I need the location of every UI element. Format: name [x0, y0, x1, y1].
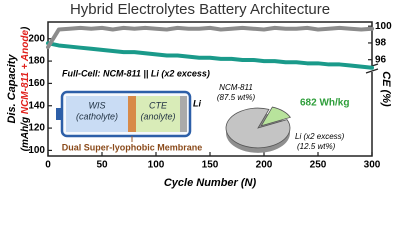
- y-tick-label: 180: [28, 56, 45, 67]
- chart-title: Hybrid Electrolytes Battery Architecture: [70, 1, 330, 18]
- catholyte-sub: (catholyte): [76, 111, 118, 121]
- cell-label: Full-Cell: NCM-811 || Li (x2 excess): [62, 68, 210, 78]
- y-axis-label: Dis. Capacity: [6, 54, 18, 124]
- page: {"chart_data": [ {"type": "line", "title…: [5, 0, 393, 189]
- inset: Full-Cell: NCM-811 || Li (x2 excess) WIS…: [56, 68, 210, 152]
- x-tick-label: 300: [364, 160, 381, 171]
- x-tick-label: 150: [202, 160, 219, 171]
- x-tick-label: 100: [148, 160, 165, 171]
- x-tick-label: 200: [256, 160, 273, 171]
- y2-tick-label: 100: [375, 21, 392, 32]
- y-tick-label: 100: [28, 145, 45, 156]
- y-unit-part: NCM-811 + Anode: [20, 30, 31, 115]
- y-unit-part: (mAh/g: [20, 114, 31, 151]
- y-tick-label: 200: [28, 33, 45, 44]
- y-tick-label: 120: [28, 123, 45, 134]
- pie-inset: NCM-811(87.5 wt%) Li (x2 excess)(12.5 wt%…: [217, 83, 349, 153]
- anolyte-label: CTE: [149, 100, 168, 110]
- x-tick-label: 50: [96, 160, 108, 171]
- pie-label: Li (x2 excess): [295, 132, 345, 141]
- y2-axis-label: CE (%): [380, 71, 392, 107]
- anolyte-sub: (anolyte): [140, 111, 175, 121]
- pie-slice: [225, 107, 291, 149]
- series-line: [46, 41, 374, 70]
- pie-value-label: (87.5 wt%): [217, 93, 256, 102]
- catholyte-label: WIS: [89, 100, 106, 110]
- y-unit-part: ): [20, 26, 31, 31]
- y-axis-unit: (mAh/g NCM-811 + Anode): [20, 26, 31, 151]
- pie-value-label: (12.5 wt%): [297, 142, 336, 151]
- membrane-label: Dual Super-lyophobic Membrane: [62, 142, 203, 152]
- y2-tick-label: 96: [375, 54, 387, 65]
- data-layer: 0 50 100 150 200 250 300 100 120 140 160 180 200 96 98…: [28, 21, 392, 171]
- x-axis-label: Cycle Number (N): [164, 177, 257, 189]
- x-tick-label: 0: [45, 160, 51, 171]
- chart: Hybrid Electrolytes Battery Architecture…: [6, 1, 392, 189]
- x-tick-label: 250: [310, 160, 327, 171]
- y2-tick-label: 98: [375, 38, 387, 49]
- anode-label: Li: [193, 98, 201, 108]
- series-line: [46, 25, 374, 50]
- y-tick-label: 140: [28, 100, 45, 111]
- pie-slice: [260, 106, 292, 127]
- y-tick-label: 160: [28, 78, 45, 89]
- pie-annotation: 682 Wh/kg: [300, 98, 349, 109]
- pie-label: NCM-811: [219, 83, 253, 92]
